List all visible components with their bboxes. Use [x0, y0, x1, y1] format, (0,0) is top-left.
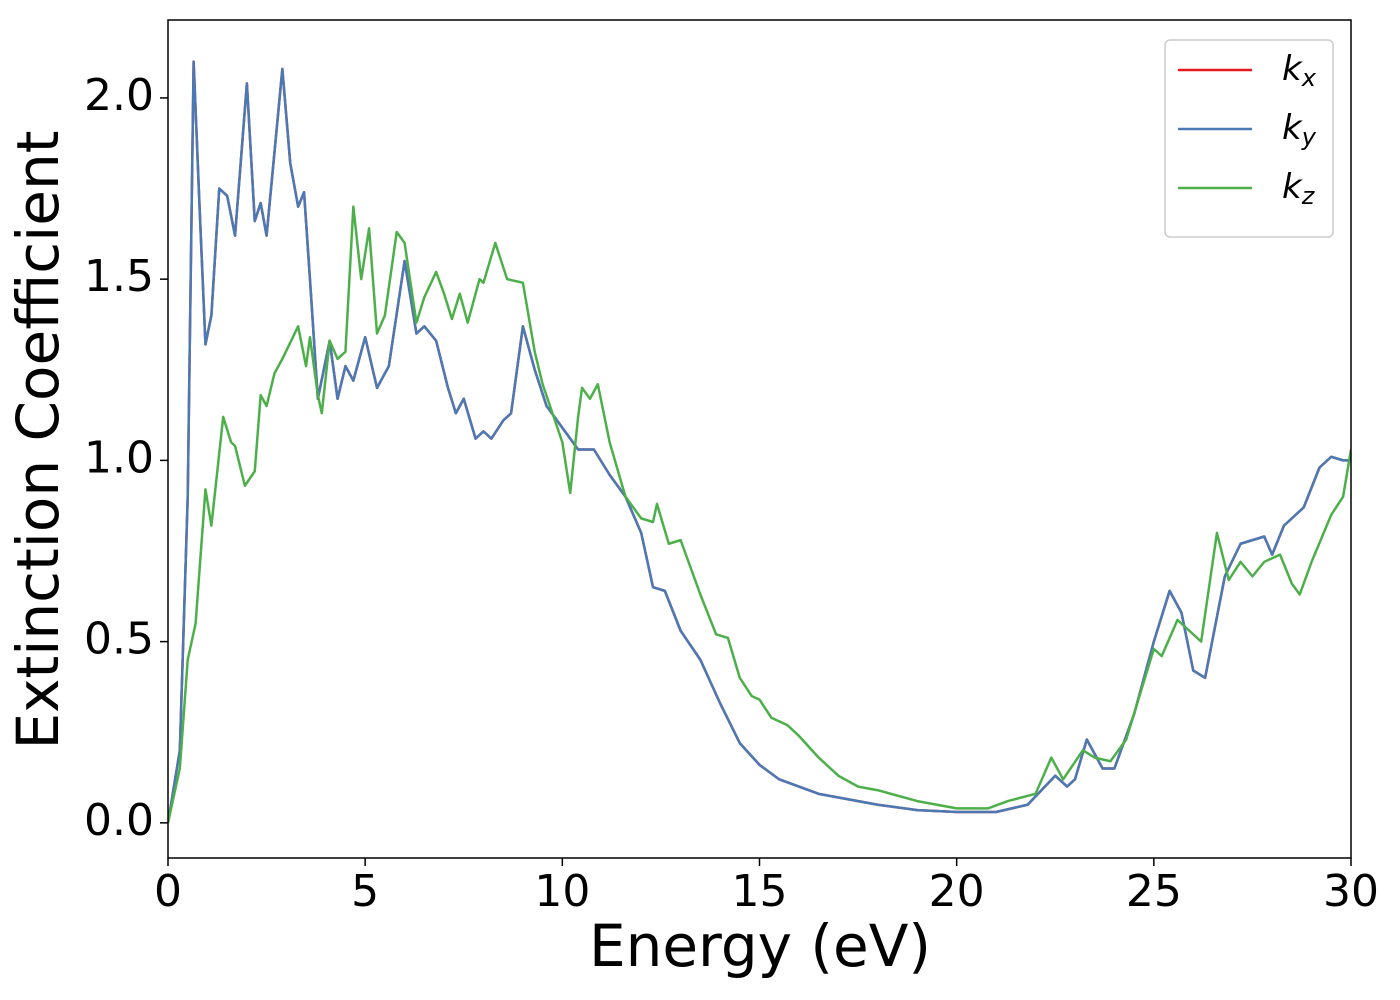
y-tick-label: 2.0: [84, 70, 154, 121]
x-tick-label: 15: [732, 866, 788, 917]
plot-frame: [167, 19, 1352, 859]
x-tick-label: 10: [534, 866, 590, 917]
y-axis-label: Extinction Coefficient: [4, 131, 72, 750]
legend-label: kz: [1282, 167, 1316, 211]
series-line: [168, 60, 1351, 824]
y-tick-label: 1.5: [84, 251, 154, 302]
series-line: [168, 205, 1351, 824]
legend-label: ky: [1282, 108, 1317, 152]
x-tick-label: 0: [154, 866, 182, 917]
x-tick-label: 30: [1323, 866, 1379, 917]
legend-label: kx: [1282, 49, 1317, 93]
plot-lines: [168, 60, 1351, 824]
x-tick-label: 25: [1126, 866, 1182, 917]
x-tick-label: 5: [351, 866, 379, 917]
x-axis-label: Energy (eV): [589, 912, 931, 980]
y-tick-label: 1.0: [84, 432, 154, 483]
y-tick-label: 0.5: [84, 614, 154, 665]
y-tick-label: 0.0: [84, 795, 154, 846]
x-tick-label: 20: [929, 866, 985, 917]
